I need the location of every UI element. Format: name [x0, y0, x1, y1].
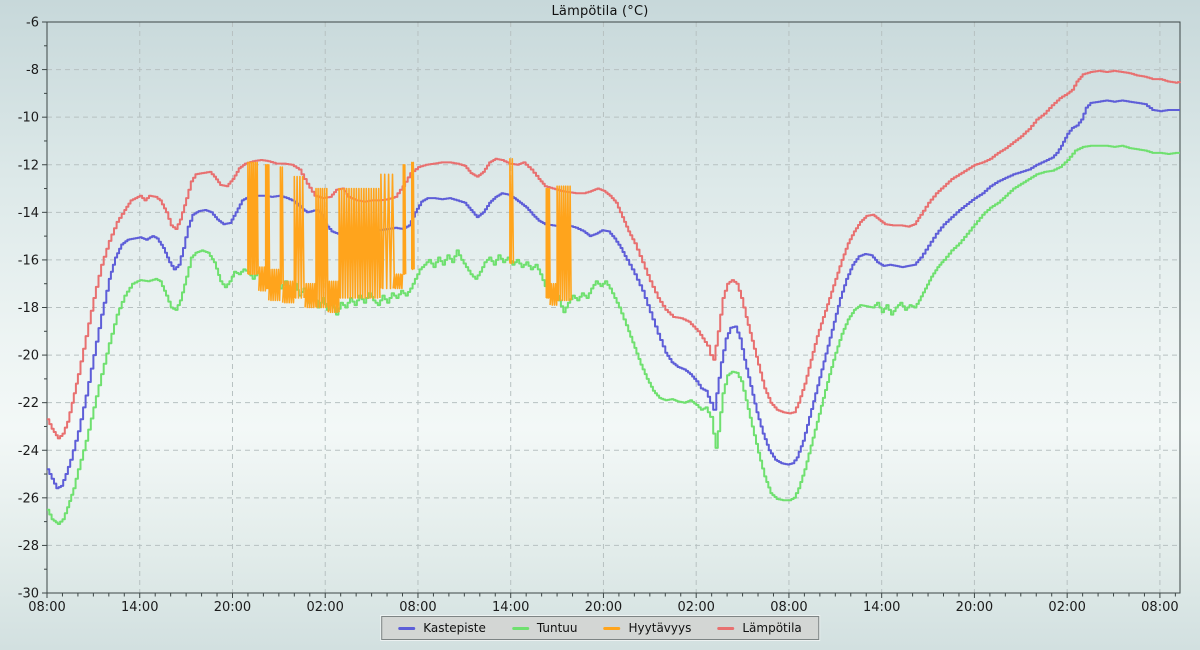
x-tick-label: 14:00: [492, 600, 529, 615]
gridlines: [47, 22, 1180, 593]
x-tick-label: 20:00: [956, 600, 993, 615]
y-tick-label: -18: [18, 301, 39, 316]
y-tick-label: -28: [18, 539, 39, 554]
y-tick-label: -22: [18, 396, 39, 411]
axis-ticks: [42, 21, 1176, 598]
legend-item-tuntuu: Tuntuu: [511, 621, 578, 635]
y-tick-label: -14: [18, 206, 39, 221]
series-tuntuu-line: [47, 144, 1180, 525]
legend-label-lampotila: Lämpötila: [742, 621, 802, 635]
series-hyytavyys-line: [247, 158, 572, 314]
x-tick-label: 14:00: [121, 600, 158, 615]
series-kastepiste-line: [47, 99, 1180, 490]
tuntuu-line-swatch-icon: [511, 626, 529, 630]
kastepiste-line-swatch-icon: [398, 626, 416, 630]
axis-tick-labels: 08:00 14:00 20:00 02:00 08:00 14:00 20:00 02:00…: [18, 16, 1179, 616]
hyytavyys-line-swatch-icon: [603, 626, 621, 630]
legend-label-hyytavyys: Hyytävyys: [628, 621, 692, 635]
x-tick-label: 20:00: [214, 600, 251, 615]
legend-item-lampotila: Lämpötila: [717, 621, 802, 635]
x-tick-label: 08:00: [399, 600, 436, 615]
x-tick-label: 20:00: [585, 600, 622, 615]
lampotila-line-swatch-icon: [717, 626, 735, 630]
y-tick-label: -12: [18, 158, 39, 173]
y-tick-label: -24: [18, 444, 39, 459]
chart-legend: Kastepiste Tuntuu Hyytävyys Lämpötila: [381, 616, 819, 640]
x-tick-label: 08:00: [1141, 600, 1178, 615]
y-tick-label: -8: [26, 63, 39, 78]
x-tick-label: 02:00: [306, 600, 343, 615]
y-tick-label: -30: [18, 587, 39, 602]
series-lampotila-line: [47, 69, 1181, 440]
legend-label-kastepiste: Kastepiste: [423, 621, 486, 635]
y-tick-label: -6: [26, 16, 39, 31]
legend-item-kastepiste: Kastepiste: [398, 621, 486, 635]
x-tick-label: 08:00: [770, 600, 807, 615]
x-tick-label: 14:00: [863, 600, 900, 615]
chart-title: Lämpötila (°C): [551, 4, 649, 19]
x-tick-label: 02:00: [677, 600, 714, 615]
legend-item-hyytavyys: Hyytävyys: [603, 621, 692, 635]
y-tick-label: -10: [18, 111, 39, 126]
x-tick-label: 02:00: [1048, 600, 1085, 615]
x-tick-label: 08:00: [28, 600, 65, 615]
legend-label-tuntuu: Tuntuu: [536, 621, 578, 635]
y-tick-label: -26: [18, 491, 39, 506]
y-tick-label: -16: [18, 253, 39, 268]
y-tick-label: -20: [18, 349, 39, 364]
